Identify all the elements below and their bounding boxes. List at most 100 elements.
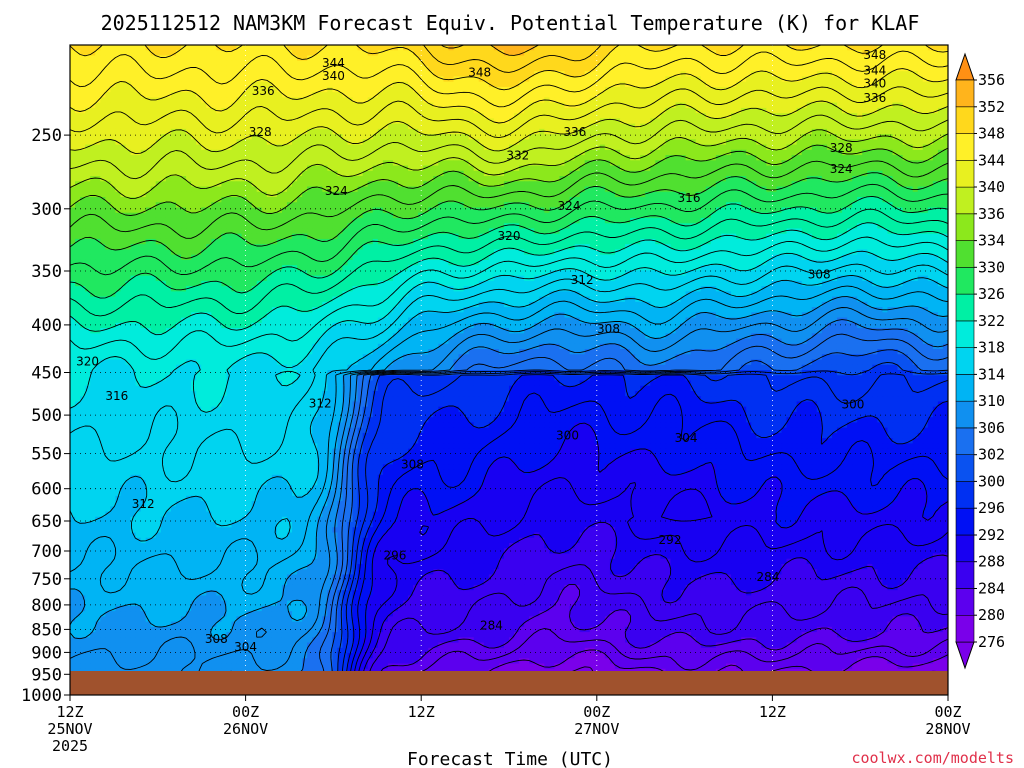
field-cell <box>635 118 641 125</box>
field-cell <box>791 170 798 177</box>
field-cell <box>831 55 838 62</box>
field-cell <box>917 181 924 188</box>
field-cell <box>403 86 409 93</box>
field-cell <box>731 155 737 161</box>
field-cell <box>831 134 838 140</box>
field-cell <box>771 55 778 62</box>
field-cell <box>620 149 626 156</box>
field-cell <box>397 155 404 161</box>
field-cell <box>165 97 172 104</box>
field-cell <box>100 181 106 188</box>
field-cell <box>529 76 535 83</box>
field-cell <box>710 86 717 93</box>
field-cell <box>342 181 349 188</box>
field-cell <box>85 186 91 193</box>
field-cell <box>251 144 258 151</box>
field-cell <box>751 160 757 167</box>
field-cell <box>584 118 591 125</box>
field-cell <box>756 155 762 161</box>
field-cell <box>857 92 863 99</box>
field-cell <box>620 134 626 140</box>
field-cell <box>887 45 894 51</box>
field-cell <box>70 113 76 119</box>
field-cell <box>110 50 117 57</box>
field-cell <box>105 55 111 62</box>
field-cell <box>392 176 399 182</box>
field-cell <box>120 144 127 151</box>
field-cell <box>882 81 889 88</box>
field-cell <box>801 71 808 78</box>
field-cell <box>902 118 909 125</box>
field-cell <box>423 170 429 177</box>
field-cell <box>473 102 480 109</box>
field-cell <box>594 86 601 93</box>
field-cell <box>423 55 429 62</box>
field-cell <box>549 92 556 99</box>
field-cell <box>196 71 202 78</box>
field-cell <box>791 55 798 62</box>
field-cell <box>503 123 510 130</box>
field-cell <box>579 60 586 67</box>
field-cell <box>256 97 263 104</box>
field-cell <box>75 113 81 119</box>
field-cell <box>741 176 747 182</box>
field-cell <box>201 186 207 193</box>
field-cell <box>292 81 298 88</box>
field-cell <box>438 55 445 62</box>
field-cell <box>852 176 858 182</box>
field-cell <box>478 113 485 119</box>
field-cell <box>377 139 384 146</box>
field-cell <box>498 123 505 130</box>
field-cell <box>665 139 672 146</box>
field-cell <box>791 128 798 135</box>
field-cell <box>312 155 318 161</box>
field-cell <box>680 181 687 188</box>
field-cell <box>105 118 111 125</box>
field-cell <box>549 55 556 62</box>
field-cell <box>181 128 187 135</box>
field-cell <box>115 191 122 198</box>
field-cell <box>857 55 863 62</box>
field-cell <box>872 160 878 167</box>
field-cell <box>927 86 934 93</box>
field-cell <box>261 118 268 125</box>
field-cell <box>559 45 566 51</box>
field-cell <box>438 45 445 51</box>
field-cell <box>493 45 500 51</box>
field-cell <box>448 128 455 135</box>
field-cell <box>937 76 944 83</box>
field-cell <box>509 118 515 125</box>
field-cell <box>705 92 712 99</box>
field-cell <box>826 149 833 156</box>
field-cell <box>630 149 636 156</box>
field-cell <box>332 45 339 51</box>
field-cell <box>276 144 283 151</box>
field-cell <box>297 102 303 109</box>
field-cell <box>912 86 919 93</box>
field-cell <box>534 97 540 104</box>
field-cell <box>271 176 278 182</box>
field-cell <box>816 134 823 140</box>
field-cell <box>796 81 803 88</box>
field-cell <box>256 55 263 62</box>
field-cell <box>821 176 828 182</box>
field-cell <box>715 170 722 177</box>
field-cell <box>266 50 273 57</box>
field-cell <box>574 71 581 78</box>
field-cell <box>599 102 606 109</box>
field-cell <box>392 170 399 177</box>
field-cell <box>317 186 323 193</box>
field-cell <box>690 149 697 156</box>
field-cell <box>216 176 222 182</box>
field-cell <box>503 176 510 182</box>
field-cell <box>463 134 470 140</box>
field-cell <box>731 139 737 146</box>
field-cell <box>428 186 434 193</box>
field-cell <box>95 65 101 72</box>
field-cell <box>791 165 798 172</box>
field-cell <box>806 97 813 104</box>
field-cell <box>589 155 596 161</box>
field-cell <box>191 102 197 109</box>
field-cell <box>842 149 848 156</box>
field-cell <box>579 50 586 57</box>
